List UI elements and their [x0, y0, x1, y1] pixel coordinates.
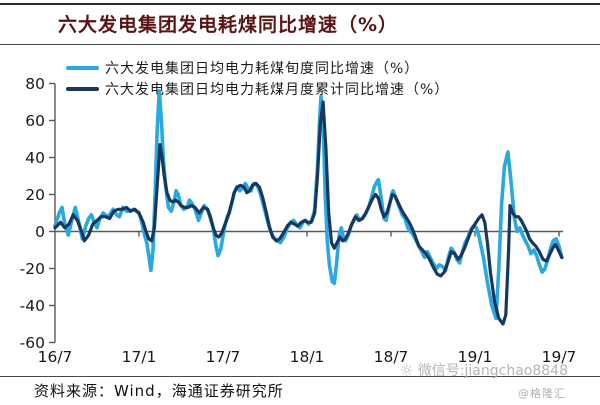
chart-title: 六大发电集团发电耗煤同比增速（%） [58, 14, 399, 36]
wechat-watermark-text: 微信号:jiangchao8848 [417, 363, 568, 379]
top-border-rule [0, 3, 600, 5]
x-tick-label: 18/7 [374, 348, 409, 366]
y-tick-label: 20 [25, 186, 45, 204]
watermark: ☼ 微信号:jiangchao8848 [399, 360, 568, 380]
legend-line-swatch-cyan [66, 66, 99, 70]
y-tick-label: 80 [25, 75, 45, 93]
series-line-tenday [53, 89, 564, 321]
y-tick-label: 40 [25, 149, 45, 167]
x-tick-label: 17/7 [206, 348, 241, 366]
legend-label: 六大发电集团日均电力耗煤旬度同比增速（%） [105, 61, 420, 77]
legend-item-monthly: 六大发电集团日均电力耗煤月度累计同比增速（%） [66, 79, 449, 99]
x-tick-label: 16/7 [38, 348, 73, 366]
y-tick-label: -20 [20, 260, 45, 278]
y-tick-label: -40 [20, 297, 45, 315]
x-tick-label: 17/1 [122, 348, 157, 366]
y-tick-label: -60 [20, 334, 45, 352]
legend-label: 六大发电集团日均电力耗煤月度累计同比增速（%） [105, 82, 450, 98]
legend-item-tenday: 六大发电集团日均电力耗煤旬度同比增速（%） [66, 58, 419, 78]
site-watermark-text: @格隆汇 [518, 387, 566, 400]
sun-icon: ☼ [399, 360, 414, 380]
legend-line-swatch-navy [66, 87, 99, 91]
footer-divider-rule [0, 376, 600, 377]
x-tick-label: 18/1 [290, 348, 325, 366]
y-tick-label: 0 [35, 223, 45, 241]
y-tick-label: 60 [25, 112, 45, 130]
source-note: 资料来源：Wind，海通证券研究所 [34, 382, 284, 400]
series-line-monthly [53, 100, 564, 326]
x-tick-label: 19/1 [458, 348, 493, 366]
title-divider-rule [0, 44, 600, 45]
x-tick-label: 19/7 [542, 348, 577, 366]
